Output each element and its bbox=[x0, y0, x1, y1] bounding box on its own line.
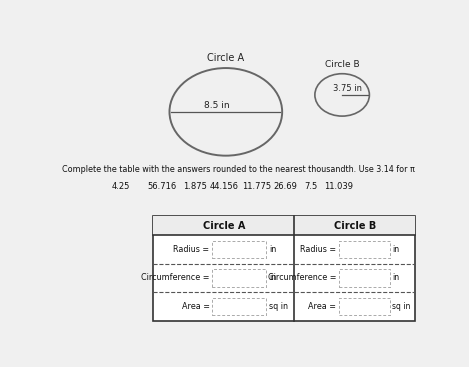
FancyBboxPatch shape bbox=[212, 240, 266, 258]
Text: 11.039: 11.039 bbox=[324, 182, 353, 191]
Text: Area =: Area = bbox=[308, 302, 336, 311]
Text: Circle B: Circle B bbox=[333, 221, 376, 230]
Bar bbox=[153, 217, 415, 321]
Text: 7.5: 7.5 bbox=[304, 182, 318, 191]
Text: 8.5 in: 8.5 in bbox=[204, 101, 229, 110]
FancyBboxPatch shape bbox=[339, 269, 390, 287]
Bar bbox=[295, 217, 415, 235]
Text: 11.775: 11.775 bbox=[242, 182, 271, 191]
Text: Radius =: Radius = bbox=[300, 245, 336, 254]
FancyBboxPatch shape bbox=[212, 269, 266, 287]
Text: 44.156: 44.156 bbox=[210, 182, 239, 191]
Bar bbox=[153, 217, 295, 235]
FancyBboxPatch shape bbox=[339, 240, 390, 258]
Text: Circumference =: Circumference = bbox=[268, 273, 336, 282]
Text: in: in bbox=[269, 245, 276, 254]
Text: Circumference =: Circumference = bbox=[141, 273, 210, 282]
Text: in: in bbox=[393, 273, 400, 282]
Text: sq in: sq in bbox=[269, 302, 288, 311]
Text: 3.75 in: 3.75 in bbox=[333, 84, 363, 92]
Text: sq in: sq in bbox=[393, 302, 411, 311]
Text: in: in bbox=[269, 273, 276, 282]
Text: 26.69: 26.69 bbox=[274, 182, 298, 191]
Text: in: in bbox=[393, 245, 400, 254]
Text: Circle A: Circle A bbox=[203, 221, 245, 230]
Text: Area =: Area = bbox=[182, 302, 210, 311]
FancyBboxPatch shape bbox=[339, 298, 390, 315]
Text: 1.875: 1.875 bbox=[183, 182, 207, 191]
Text: Circle B: Circle B bbox=[325, 61, 359, 69]
Text: Complete the table with the answers rounded to the nearest thousandth. Use 3.14 : Complete the table with the answers roun… bbox=[62, 165, 415, 174]
Text: 56.716: 56.716 bbox=[148, 182, 177, 191]
FancyBboxPatch shape bbox=[212, 298, 266, 315]
Text: 4.25: 4.25 bbox=[111, 182, 129, 191]
Text: Circle A: Circle A bbox=[207, 53, 244, 63]
Text: Radius =: Radius = bbox=[174, 245, 210, 254]
